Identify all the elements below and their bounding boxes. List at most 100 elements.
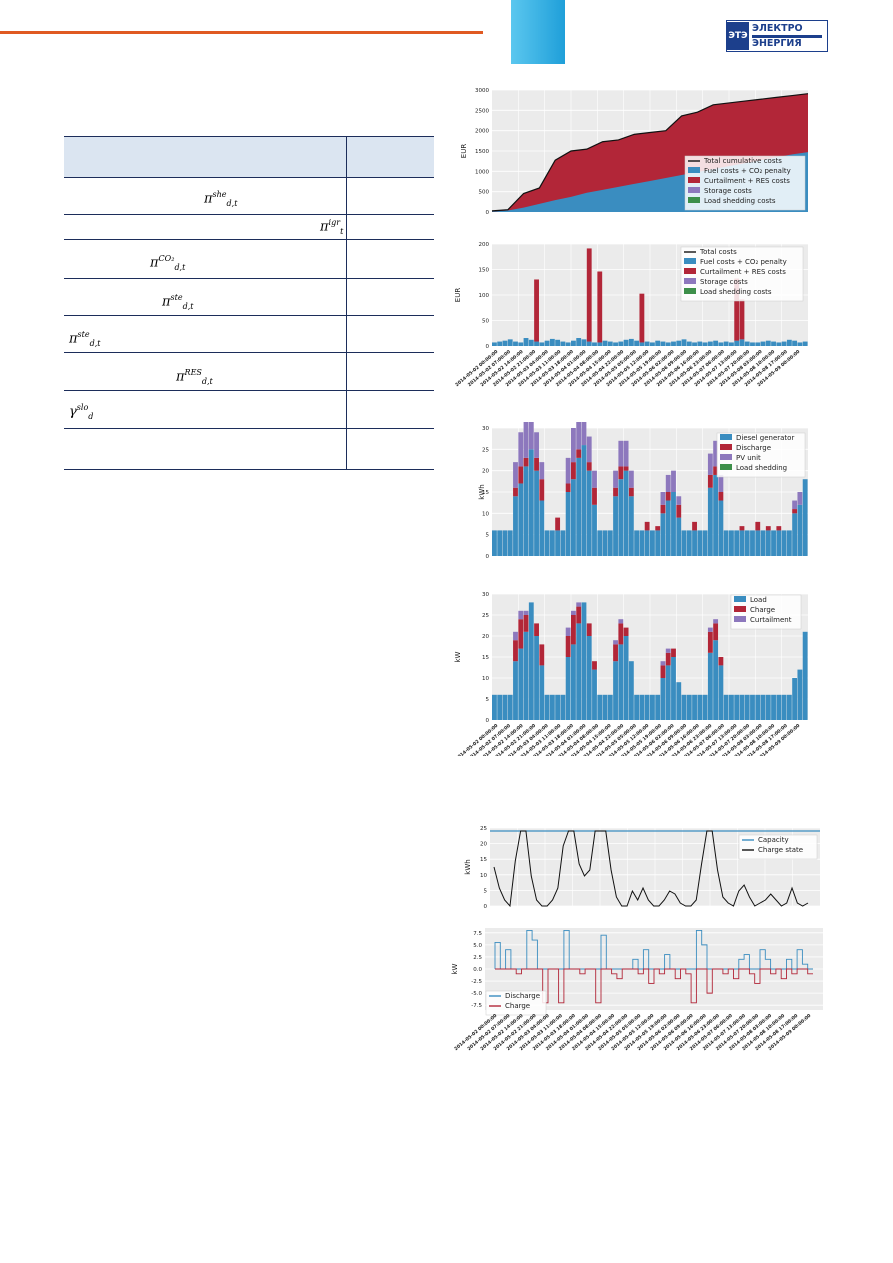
bar-diesel-generator <box>586 470 592 556</box>
y-axis-label: kW <box>454 651 462 662</box>
bar-diesel-generator <box>650 530 655 556</box>
legend-box <box>485 990 547 1016</box>
bar-diesel-generator <box>765 530 771 556</box>
legend-swatch <box>684 268 696 274</box>
y-tick-label: -5.0 <box>471 991 482 997</box>
bar-charge <box>671 648 676 657</box>
y-tick-label: 7.5 <box>473 931 482 937</box>
bar-load <box>750 694 755 720</box>
bar-discharge <box>534 457 539 471</box>
bar-pv-unit <box>707 453 713 475</box>
legend-swatch <box>720 434 732 440</box>
bar-fuel-costs-co-penalty <box>518 342 524 346</box>
bar-fuel-costs-co-penalty <box>802 341 808 346</box>
legend-label: Curtailment + RES costs <box>700 268 786 276</box>
bar-load <box>507 694 513 720</box>
bar-pv-unit <box>534 432 539 458</box>
bar-pv-unit <box>618 440 624 467</box>
bar-load <box>650 694 655 720</box>
bar-fuel-costs-co-penalty <box>676 340 682 346</box>
bar-load <box>607 694 613 720</box>
bar-pv-unit <box>513 462 518 488</box>
y-tick-label: 150 <box>479 268 490 274</box>
bar-diesel-generator <box>697 530 703 556</box>
bar-discharge <box>660 504 666 514</box>
bar-discharge <box>565 483 571 492</box>
bar-diesel-generator <box>681 530 687 556</box>
bar-diesel-generator <box>639 530 645 556</box>
bar-discharge <box>518 466 524 484</box>
bar-curtailment <box>613 640 618 645</box>
bar-diesel-generator <box>523 466 529 556</box>
bar-pv-unit <box>518 432 524 467</box>
bar-load <box>539 665 545 720</box>
legend-swatch <box>684 258 696 264</box>
bar-pv-unit <box>628 470 634 488</box>
symbol-ste: πsted,t <box>162 293 194 311</box>
bar-load <box>718 665 724 720</box>
bar-charge <box>565 636 571 657</box>
symbol-res: πRESd,t <box>176 368 213 386</box>
bar-curtailment <box>571 610 576 615</box>
bar-load <box>502 694 508 720</box>
bar-fuel-costs-co-penalty <box>765 340 771 346</box>
legend-swatch <box>720 464 732 470</box>
bar-diesel-generator <box>507 530 513 556</box>
bar-diesel-generator <box>665 500 671 556</box>
bar-pv-unit <box>713 440 719 467</box>
bar-fuel-costs-co-penalty <box>776 342 782 346</box>
bar-diesel-generator <box>692 530 697 556</box>
bar-pv-unit <box>523 422 529 458</box>
legend-label: Fuel costs + CO₂ penalty <box>704 167 791 175</box>
bar-discharge <box>513 487 518 497</box>
journal-logo: ЭТЭ ЭЛЕКТРО ЭНЕРГИЯ <box>726 20 828 52</box>
bar-fuel-costs-co-penalty <box>555 339 561 346</box>
bar-pv-unit <box>665 474 671 492</box>
bar-load <box>560 694 566 720</box>
bar-fuel-costs-co-penalty <box>534 341 539 346</box>
legend-swatch <box>720 444 732 450</box>
bar-fuel-costs-co-penalty <box>665 342 671 346</box>
bar-fuel-costs-co-penalty <box>692 342 697 346</box>
bar-diesel-generator <box>592 504 597 556</box>
bar-diesel-generator <box>776 530 782 556</box>
bar-diesel-generator <box>734 530 740 556</box>
bar-charge <box>513 640 518 662</box>
bar-diesel-generator <box>549 530 555 556</box>
legend-swatch <box>688 187 700 193</box>
y-tick-label: 15 <box>480 857 487 863</box>
y-axis-label: kWh <box>478 484 486 499</box>
bar-fuel-costs-co-penalty <box>607 341 613 346</box>
bar-discharge <box>692 521 697 531</box>
bar-fuel-costs-co-penalty <box>771 341 776 346</box>
bar-discharge <box>539 479 545 501</box>
legend-swatch <box>684 278 696 284</box>
bar-pv-unit <box>623 440 629 467</box>
y-tick-label: 10 <box>482 676 489 682</box>
y-tick-label: 25 <box>480 826 487 832</box>
chart-cumulative-costs: 0 500 1000 1500 2000 2500 3000 EUR Total cumulat… <box>458 86 814 223</box>
legend-swatch <box>684 288 696 294</box>
bar-fuel-costs-co-penalty <box>718 342 724 346</box>
bar-load <box>618 644 624 720</box>
bar-load <box>639 694 645 720</box>
bar-pv-unit <box>581 422 587 446</box>
bar-diesel-generator <box>560 530 566 556</box>
y-tick-label: 1000 <box>475 169 489 175</box>
legend-label: Curtailment + RES costs <box>704 177 790 185</box>
bar-discharge <box>586 462 592 471</box>
bar-charge <box>718 657 724 666</box>
bar-fuel-costs-co-penalty <box>586 341 592 346</box>
bar-diesel-generator <box>544 530 550 556</box>
bar-charge <box>523 615 529 632</box>
bar-diesel-generator <box>802 479 808 556</box>
bar-diesel-generator <box>707 487 713 556</box>
bar-load <box>628 661 634 720</box>
y-tick-label: 5 <box>486 697 490 703</box>
legend-label: Charge <box>505 1002 530 1010</box>
parameters-table: πshed,t πigrt πCO₂d,t πsted,t πsted,t πR… <box>64 136 434 470</box>
bar-diesel-generator <box>502 530 508 556</box>
bar-diesel-generator <box>644 530 650 556</box>
bar-load <box>786 694 792 720</box>
bar-diesel-generator <box>792 513 798 556</box>
